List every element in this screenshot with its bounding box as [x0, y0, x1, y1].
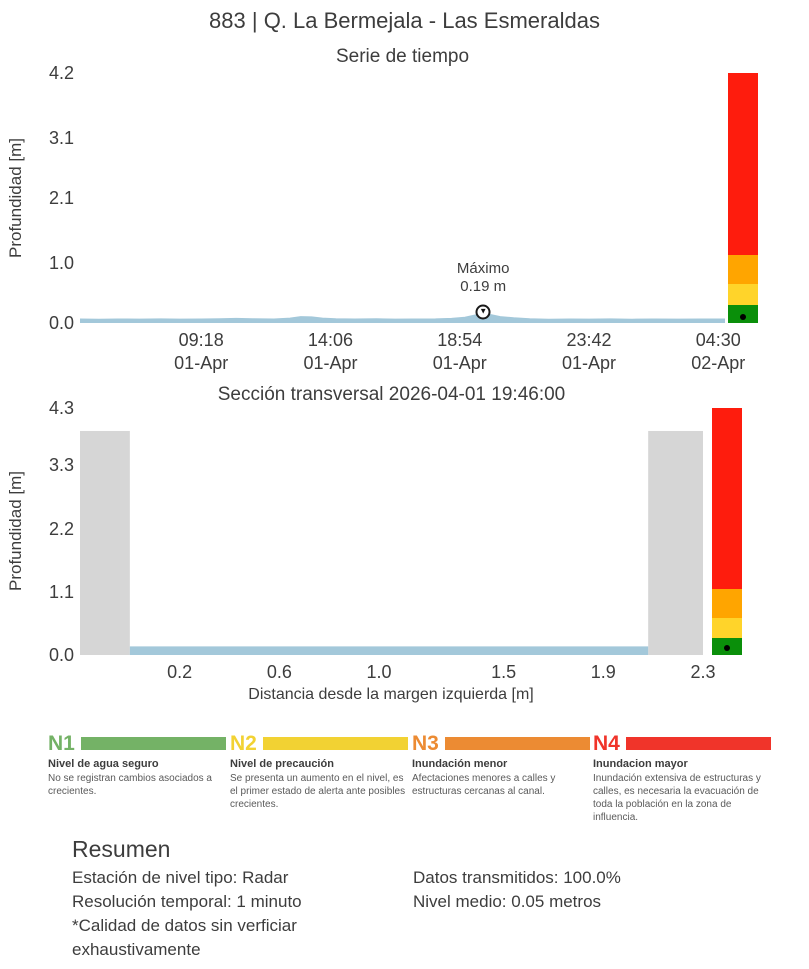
legend-item-n3: N3 Inundación menor Afectaciones menores… — [412, 733, 590, 798]
cross-section-plot — [80, 430, 703, 655]
y-tick-label: 4.3 — [48, 398, 74, 418]
legend-n1-title: Nivel de agua seguro — [48, 758, 159, 770]
legend-n2-code: N2 — [230, 732, 257, 755]
current-level-dot — [724, 645, 730, 652]
alert-segment-n2 — [712, 617, 742, 638]
alert-segment-n3 — [728, 254, 758, 285]
legend-n4-desc: Inundación extensiva de estructuras y ca… — [593, 773, 761, 823]
legend-n1-desc: No se registran cambios asociados a crec… — [48, 773, 212, 797]
legend-n2-header: N2 — [230, 733, 408, 754]
x-tick-label: 0.6 — [266, 662, 292, 682]
x-tick-label: 18:54 01-Apr — [432, 330, 487, 374]
legend-n3-title: Inundación menor — [412, 758, 508, 770]
alert-level-bar — [728, 73, 758, 323]
alert-segment-n2 — [728, 284, 758, 306]
alert-segment-n4 — [712, 408, 742, 589]
x-tick-label: 04:30 02-Apr — [691, 330, 746, 374]
x-tick-label: 2.3 — [690, 662, 716, 682]
y-tick-label: 1.1 — [48, 581, 74, 602]
summary-heading: Resumen — [72, 836, 171, 862]
alert-segment-n4 — [728, 73, 758, 255]
alert-level-bar — [712, 408, 742, 655]
y-tick-label: 3.3 — [48, 455, 74, 476]
x-tick-label: 14:06 01-Apr — [303, 330, 358, 374]
y-tick-label: 1.0 — [48, 253, 74, 274]
legend-n2-swatch — [262, 737, 408, 750]
max-annotation-label: Máximo — [456, 259, 510, 277]
x-tick-label: 1.0 — [366, 662, 392, 682]
legend-n2-title: Nivel de precaución — [230, 758, 334, 770]
legend-n1-swatch — [80, 737, 226, 750]
legend-n3-swatch — [444, 737, 590, 750]
legend-item-n1: N1 Nivel de agua seguro No se registran … — [48, 733, 226, 798]
x-tick-label: 23:42 01-Apr — [561, 330, 616, 374]
y-tick-label: 3.1 — [48, 128, 74, 149]
legend-n2-desc: Se presenta un aumento en el nivel, es e… — [230, 773, 406, 810]
legend-n4-header: N4 — [593, 733, 771, 754]
x-tick-label: 09:18 01-Apr — [174, 330, 229, 374]
legend-n3-code: N3 — [412, 732, 439, 755]
summary-temporal-resolution: Resolución temporal: 1 minuto — [72, 892, 302, 912]
alert-legend: N1 Nivel de agua seguro No se registran … — [0, 728, 809, 830]
legend-n1-header: N1 — [48, 733, 226, 754]
max-marker-icon — [475, 304, 491, 320]
y-tick-label: 4.2 — [48, 63, 74, 83]
y-tick-label: 0.0 — [48, 313, 74, 333]
x-tick-label: 1.5 — [491, 662, 517, 682]
summary-station-type: Estación de nivel tipo: Radar — [72, 868, 289, 887]
y-tick-label: 2.2 — [48, 518, 74, 539]
alert-segment-n3 — [712, 588, 742, 618]
legend-n4-title: Inundacion mayor — [593, 758, 688, 770]
time-series-chart: Serie de tiempo Profundidad [m] Máximo 0… — [0, 40, 809, 383]
summary-data-transmitted: Datos transmitidos: 100.0% — [413, 868, 621, 887]
x-tick-label: 1.9 — [590, 662, 616, 682]
cross-section-xlabel: Distancia desde la margen izquierda [m] — [248, 686, 534, 703]
legend-n4-code: N4 — [593, 732, 620, 755]
current-level-dot — [740, 314, 746, 321]
cross-section-title: Sección transversal 2026-04-01 19:46:00 — [217, 384, 566, 405]
y-tick-label: 2.1 — [48, 188, 74, 208]
max-annotation: Máximo 0.19 m — [457, 260, 510, 296]
x-tick-label: 0.2 — [167, 662, 193, 682]
legend-n4-swatch — [625, 737, 771, 750]
y-tick-label: 0.0 — [48, 645, 74, 665]
cross-section-chart: Sección transversal 2026-04-01 19:46:00 … — [0, 383, 809, 715]
summary-mean-level: Nivel medio: 0.05 metros — [413, 892, 602, 912]
max-annotation-value: 0.19 m — [460, 277, 507, 295]
summary-quality-note: *Calidad de datos sin verficiar exhausti… — [72, 916, 297, 960]
time-series-plot — [80, 309, 725, 323]
summary-right-column: Datos transmitidos: 100.0% Nivel medio: … — [413, 866, 743, 914]
legend-item-n4: N4 Inundacion mayor Inundación extensiva… — [593, 733, 771, 824]
time-series-title: Serie de tiempo — [335, 46, 470, 67]
summary-section: Resumen Estación de nivel tipo: Radar Re… — [72, 836, 782, 963]
legend-item-n2: N2 Nivel de precaución Se presenta un au… — [230, 733, 408, 811]
legend-n3-desc: Afectaciones menores a calles y estructu… — [412, 773, 556, 797]
page-title: 883 | Q. La Bermejala - Las Esmeraldas — [209, 8, 600, 33]
summary-left-column: Estación de nivel tipo: Radar Resolución… — [72, 866, 394, 963]
legend-n3-header: N3 — [412, 733, 590, 754]
legend-n1-code: N1 — [48, 732, 75, 755]
